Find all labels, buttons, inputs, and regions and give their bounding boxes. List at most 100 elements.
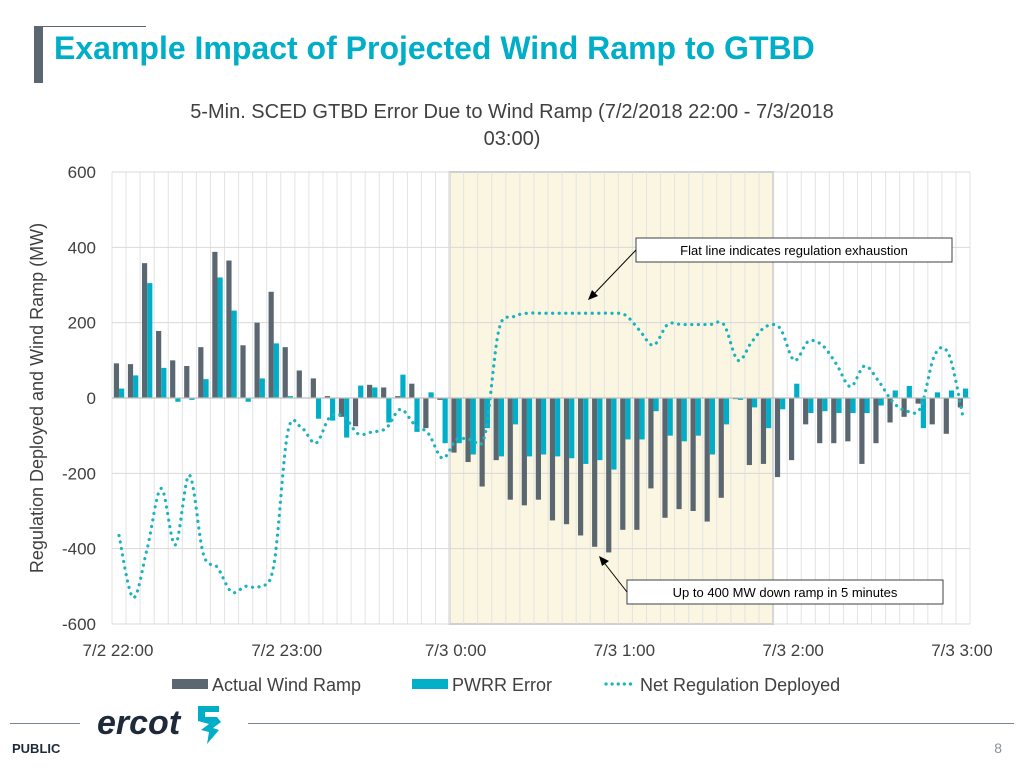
pwrr-error-bar (386, 398, 392, 423)
legend-pwrr-error-label: PWRR Error (452, 675, 552, 695)
logo-wordmark: ercot (97, 704, 182, 742)
x-tick-label: 7/3 3:00 (931, 641, 992, 660)
pwrr-error-bar (597, 398, 603, 461)
annotation-arrowhead-1 (588, 290, 598, 300)
actual-wind-ramp-bar (156, 330, 162, 398)
actual-wind-ramp-bar (817, 398, 823, 444)
actual-wind-ramp-bar (409, 383, 415, 398)
actual-wind-ramp-bar (845, 398, 851, 442)
classification-label: PUBLIC (12, 741, 61, 756)
pwrr-error-bar (358, 385, 364, 398)
pwrr-error-bar (555, 398, 561, 457)
annotation-layer: Flat line indicates regulation exhaustio… (588, 237, 953, 605)
pwrr-error-bar (147, 283, 153, 398)
actual-wind-ramp-bar (788, 398, 795, 461)
pwrr-error-bar (569, 398, 575, 459)
actual-wind-ramp-bar (760, 398, 767, 464)
actual-wind-ramp-bar (943, 398, 949, 434)
pwrr-error-bar (541, 398, 547, 455)
actual-wind-ramp-bar (268, 291, 274, 398)
actual-wind-ramp-bar (718, 398, 724, 498)
y-tick-label: 400 (68, 238, 96, 257)
actual-wind-ramp-bar (212, 251, 218, 398)
actual-wind-ramp-bar (662, 398, 668, 518)
actual-wind-ramp-bar (859, 398, 865, 464)
pwrr-error-bar (161, 367, 167, 398)
pwrr-error-bar (611, 398, 617, 470)
actual-wind-ramp-bar (437, 398, 443, 400)
pwrr-error-bar (723, 398, 730, 425)
actual-wind-ramp-bar (423, 398, 429, 429)
actual-wind-ramp-bar (690, 398, 696, 511)
line-layer (117, 311, 965, 600)
y-tick-label: 200 (68, 314, 96, 333)
pwrr-error-bar (428, 392, 434, 398)
actual-wind-ramp-bar (746, 398, 752, 466)
pwrr-error-bar (948, 390, 955, 398)
actual-wind-ramp-bar (296, 370, 302, 398)
annotation-text-1: Flat line indicates regulation exhaustio… (680, 243, 908, 258)
annotation-arrow-2 (601, 559, 628, 593)
pwrr-error-bar (203, 379, 209, 398)
x-tick-label: 7/2 23:00 (251, 641, 322, 660)
pwrr-error-bar (653, 398, 659, 412)
x-tick-label: 7/3 1:00 (594, 641, 655, 660)
actual-wind-ramp-bar (676, 398, 682, 510)
pwrr-error-bar (808, 398, 814, 414)
actual-wind-ramp-bar (381, 387, 387, 398)
footer-rule-right (248, 723, 1014, 724)
pwrr-error-bar (583, 398, 589, 464)
pwrr-error-bar (470, 398, 476, 455)
actual-wind-ramp-bar (226, 260, 232, 398)
actual-wind-ramp-bar (198, 347, 204, 398)
pwrr-error-bar (175, 398, 181, 402)
actual-wind-ramp-bar (367, 384, 373, 398)
actual-wind-ramp-bar (338, 398, 345, 417)
pwrr-error-bar (273, 343, 279, 398)
ercot-logo: ercot (97, 704, 221, 744)
pwrr-error-bar (836, 398, 842, 414)
actual-wind-ramp-bar (577, 398, 584, 536)
logo-bolt-icon (198, 706, 221, 744)
legend-pwrr-error-swatch (412, 679, 448, 689)
actual-wind-ramp-bar (648, 398, 654, 489)
y-axis-label: Regulation Deployed and Wind Ramp (MW) (27, 223, 47, 573)
actual-wind-ramp-bar (521, 398, 527, 506)
pwrr-error-bar (794, 383, 800, 398)
actual-wind-ramp-bar (493, 398, 499, 461)
pwrr-error-bar (456, 398, 462, 444)
actual-wind-ramp-bar (563, 398, 570, 525)
bars-layer (113, 251, 969, 553)
actual-wind-ramp-bar (324, 396, 331, 398)
pwrr-error-bar (245, 398, 251, 402)
pwrr-error-bar (681, 398, 687, 442)
pwrr-error-bar (766, 398, 772, 429)
pwrr-error-bar (906, 385, 912, 398)
actual-wind-ramp-bar (873, 398, 879, 444)
x-tick-label: 7/3 2:00 (762, 641, 823, 660)
pwrr-error-bar (751, 398, 758, 408)
pwrr-error-bar (822, 398, 828, 412)
annotation-text-2: Up to 400 MW down ramp in 5 minutes (673, 585, 898, 600)
y-tick-label: -200 (62, 464, 96, 483)
pwrr-error-bar (330, 398, 336, 421)
pwrr-error-bar (259, 378, 265, 398)
actual-wind-ramp-bar (395, 396, 401, 398)
slide-title: Example Impact of Projected Wind Ramp to… (54, 30, 815, 66)
actual-wind-ramp-bar (592, 398, 598, 547)
pwrr-error-bar (484, 398, 490, 429)
net-regulation-line (117, 311, 965, 600)
pwrr-error-bar (639, 398, 645, 440)
title-top-rule (34, 26, 146, 27)
legend-actual-wind-ramp-label: Actual Wind Ramp (212, 675, 361, 695)
actual-wind-ramp-bar (254, 322, 260, 398)
axis-layer: 600 400 200 0 -200 -400 -600 7/2 22:00 7/2 23:00… (62, 163, 993, 660)
pwrr-error-bar (737, 398, 744, 400)
pwrr-error-bar (625, 398, 631, 440)
x-tick-label: 7/3 0:00 (425, 641, 486, 660)
pwrr-error-bar (442, 398, 448, 444)
actual-wind-ramp-bar (535, 398, 541, 500)
pwrr-error-bar (695, 398, 701, 436)
actual-wind-ramp-bar (113, 363, 120, 398)
legend: Actual Wind Ramp PWRR Error Net Regulation… (172, 675, 840, 695)
